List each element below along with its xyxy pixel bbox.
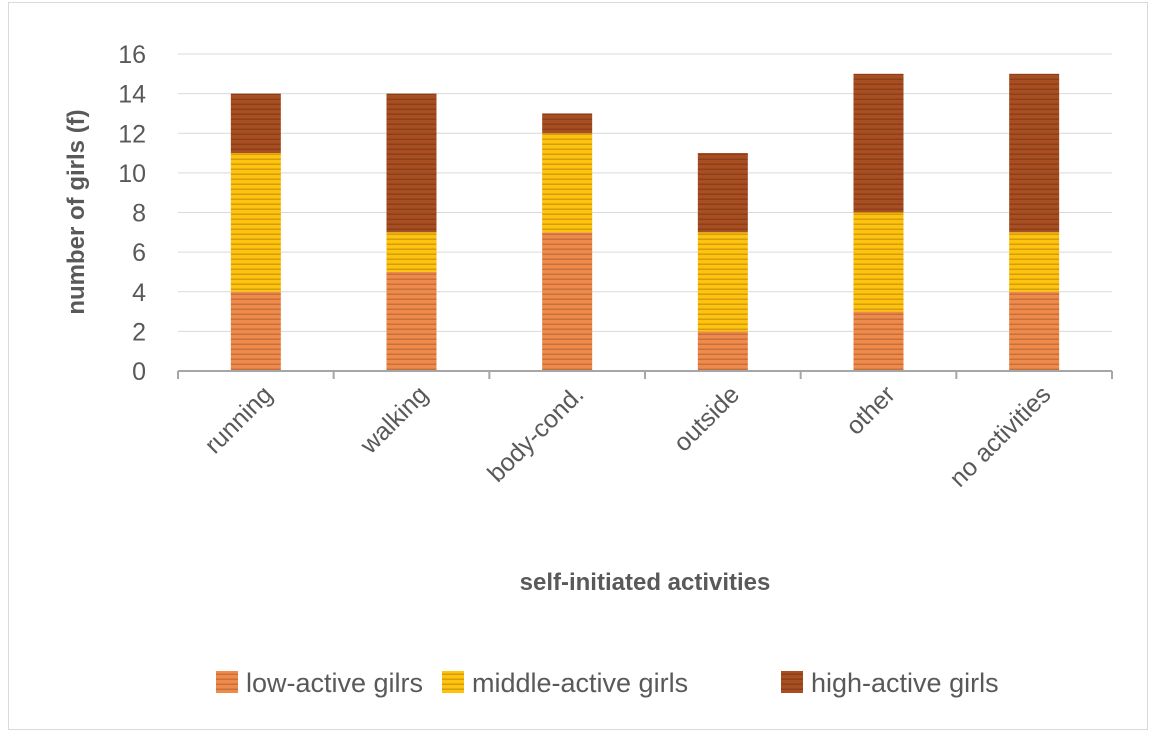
bar-middle-active-girls-walking — [386, 232, 437, 272]
bar-middle-active-girls-no-activities — [1009, 232, 1060, 292]
gridlines — [178, 53, 1112, 332]
x-tick-label: body-cond. — [482, 380, 589, 487]
bar-high-active-girls-outside — [697, 153, 748, 233]
y-tick-label: 2 — [132, 318, 146, 346]
axes — [177, 370, 1113, 379]
x-tick-labels: running walking body-cond. outside other no a… — [199, 380, 1056, 492]
legend-label: high-active girls — [811, 668, 999, 698]
bar-middle-active-girls-other — [853, 212, 904, 312]
bar-high-active-girls-walking — [386, 93, 437, 233]
y-tick-label: 0 — [132, 358, 146, 386]
bars — [230, 73, 1060, 371]
x-tick-label: outside — [668, 380, 745, 457]
bar-low-active-gilrs-running — [230, 291, 281, 371]
y-tick-label: 16 — [118, 41, 146, 69]
y-tick-label: 10 — [118, 160, 146, 188]
legend-label: middle-active girls — [472, 668, 688, 698]
bar-high-active-girls-no-activities — [1009, 73, 1060, 233]
y-tick-label: 6 — [132, 239, 146, 267]
legend-swatch — [781, 671, 803, 693]
x-tick-label: other — [841, 380, 901, 440]
bar-high-active-girls-other — [853, 73, 904, 213]
bar-middle-active-girls-running — [230, 153, 281, 292]
x-tick-label: running — [199, 380, 278, 459]
bar-middle-active-girls-outside — [697, 232, 748, 332]
legend-label: low-active gilrs — [246, 668, 423, 698]
bar-high-active-girls-running — [230, 93, 281, 154]
legend-swatch — [216, 671, 238, 693]
bar-high-active-girls-body-cond- — [542, 113, 593, 134]
bar-middle-active-girls-body-cond- — [542, 133, 593, 233]
legend: low-active gilrs middle-active girls high-… — [216, 668, 999, 698]
bar-low-active-gilrs-no-activities — [1009, 291, 1060, 371]
bar-low-active-gilrs-outside — [697, 331, 748, 371]
y-tick-labels: 0 2 4 6 8 10 12 14 16 — [118, 41, 146, 386]
x-tick-label: walking — [354, 380, 433, 459]
x-axis-title: self-initiated activities — [520, 569, 771, 596]
x-tick-label: no activities — [944, 380, 1056, 492]
y-tick-label: 8 — [132, 200, 146, 228]
y-tick-label: 14 — [118, 81, 146, 109]
legend-swatch — [442, 671, 464, 693]
bar-low-active-gilrs-other — [853, 311, 904, 371]
y-tick-label: 12 — [118, 120, 146, 148]
chart-frame — [8, 2, 1148, 730]
y-tick-label: 4 — [132, 279, 146, 307]
bar-low-active-gilrs-walking — [386, 271, 437, 371]
bar-low-active-gilrs-body-cond- — [542, 232, 593, 371]
y-axis-title: number of girls (f) — [63, 109, 90, 314]
